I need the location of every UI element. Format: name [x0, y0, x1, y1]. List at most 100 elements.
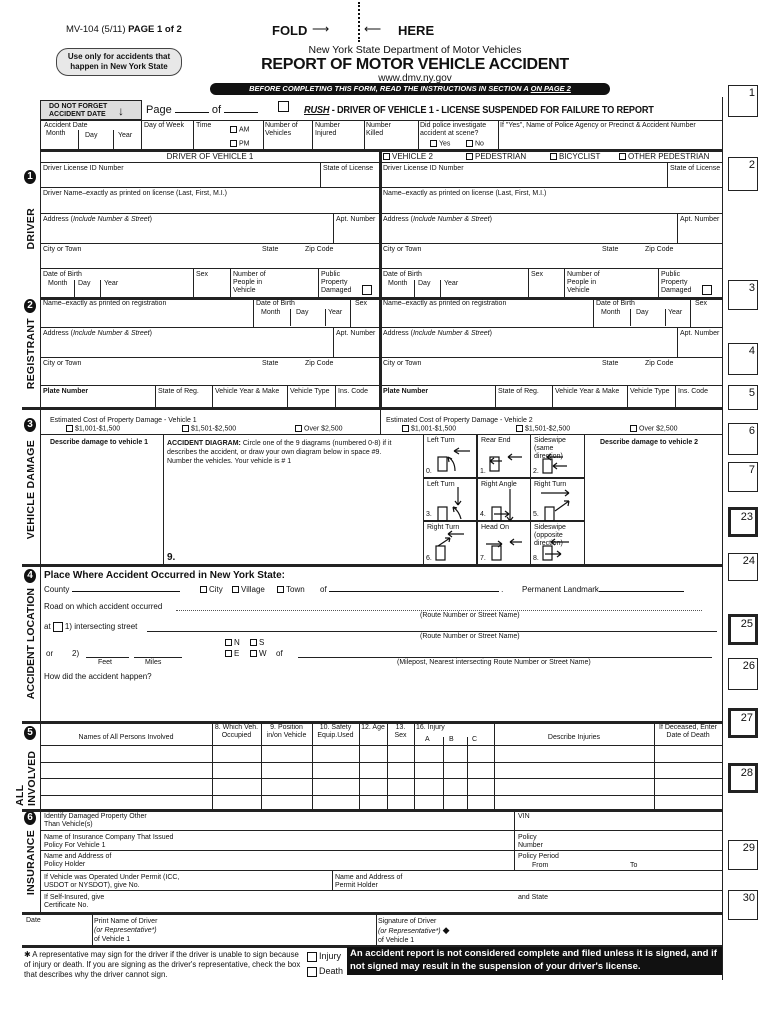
v2-divider	[593, 297, 594, 327]
diagram-0[interactable]: Left Turn 0.	[423, 434, 477, 478]
intersecting-street-checkbox[interactable]: at 1) intersecting street	[44, 622, 138, 632]
diagram-label: Right Turn	[534, 481, 567, 488]
table-column-line	[359, 722, 360, 809]
diagram-8[interactable]: Sideswipe (opposite direction) 8.	[530, 521, 585, 565]
pm-checkbox[interactable]: PM	[230, 140, 250, 148]
policy-from-field[interactable]: From	[532, 862, 549, 869]
field-box-30[interactable]: 30	[728, 890, 758, 920]
miles-field[interactable]	[134, 657, 182, 658]
diagram-7[interactable]: Head On 7.	[477, 521, 531, 565]
milepost-field[interactable]	[298, 657, 712, 658]
pedestrian-checkbox[interactable]: PEDESTRIAN	[466, 153, 526, 161]
field-box-4[interactable]: 4	[728, 343, 758, 375]
diagram-2[interactable]: Sideswipe (same direction) 2.	[530, 434, 585, 478]
other-pedestrian-checkbox[interactable]: OTHER PEDESTRIAN	[619, 153, 709, 161]
town-of-field[interactable]: of .	[320, 585, 504, 594]
cost-v2-option-2[interactable]: $1,501-$2,500	[516, 425, 570, 433]
v1-public-property-checkbox[interactable]	[362, 285, 372, 295]
east-checkbox[interactable]: E	[225, 649, 239, 658]
v1-state-license-label: State of License	[323, 165, 374, 172]
field-box-28[interactable]: 28	[728, 763, 758, 793]
route-hint-1: (Route Number or Street Name)	[420, 612, 520, 619]
diagram-6[interactable]: Right Turn 6.	[423, 521, 477, 565]
v1-reg-sex-label: Sex	[355, 300, 368, 307]
v2-public-property-checkbox[interactable]	[702, 285, 712, 295]
field-box-27[interactable]: 27	[728, 708, 758, 738]
cost-v2-option-3[interactable]: Over $2,500	[630, 425, 678, 433]
v1-row-line	[40, 385, 382, 386]
am-checkbox[interactable]: AM	[230, 126, 250, 134]
table-row[interactable]	[40, 745, 722, 746]
day-label: Day	[85, 132, 98, 139]
diagram-1[interactable]: Rear End 1.	[477, 434, 531, 478]
collision-diagram-icon	[535, 483, 581, 523]
cost-v1-option-1[interactable]: $1,001-$1,500	[66, 425, 120, 433]
intersecting-street-field[interactable]	[147, 631, 717, 632]
field-box-7[interactable]: 7	[728, 462, 758, 492]
diagram-3[interactable]: Left Turn 3.	[423, 478, 477, 522]
feet-field[interactable]	[86, 657, 129, 658]
police-no-checkbox[interactable]: No	[466, 140, 484, 148]
how-accident-happened[interactable]: How did the accident happen?	[44, 672, 152, 681]
table-row[interactable]	[40, 795, 722, 796]
diagram-4[interactable]: Right Angle 4.	[477, 478, 531, 522]
bicyclist-checkbox[interactable]: BICYCLIST	[550, 153, 600, 161]
field-box-29[interactable]: 29	[728, 840, 758, 870]
field-box-23[interactable]: 23	[728, 507, 758, 537]
describe-damage-v2[interactable]: Describe damage to vehicle 2	[600, 439, 699, 446]
field-box-1[interactable]: 1	[728, 85, 758, 117]
south-checkbox[interactable]: S	[250, 638, 264, 647]
cost-v2-option-1[interactable]: $1,001-$1,500	[402, 425, 456, 433]
field-box-25[interactable]: 25	[728, 614, 758, 645]
rush-checkbox[interactable]	[278, 101, 289, 112]
police-yes-checkbox[interactable]: Yes	[430, 140, 450, 148]
cost-v1-option-3[interactable]: Over $2,500	[295, 425, 343, 433]
city-checkbox[interactable]: City	[200, 585, 223, 594]
print-name-field[interactable]: Print Name of Driver (or Representative*)…	[94, 918, 158, 943]
side-label-insurance: INSURANCE	[25, 830, 37, 896]
policy-to-field[interactable]: To	[630, 862, 638, 869]
vehicle-2-checkbox[interactable]: VEHICLE 2	[383, 153, 433, 161]
north-checkbox[interactable]: N	[225, 638, 240, 647]
landmark-field[interactable]: Permanent Landmark	[522, 585, 684, 594]
road-field[interactable]	[176, 610, 702, 611]
space-9-label: 9.	[167, 552, 176, 563]
column-header: 9. Position in/on Vehicle	[266, 724, 307, 739]
injury-checkbox[interactable]: Injury	[307, 951, 341, 962]
field-box-2[interactable]: 2	[728, 157, 758, 191]
v1-divider	[193, 268, 194, 297]
table-row[interactable]	[40, 762, 722, 763]
v2-row-line	[380, 297, 722, 300]
v2-plate-label: Plate Number	[383, 388, 429, 395]
field-box-5[interactable]: 5	[728, 385, 758, 410]
agency-name: New York State Department of Motor Vehic…	[308, 44, 522, 56]
page-number-field[interactable]: Page of	[146, 104, 259, 116]
describe-damage-v1[interactable]: Describe damage to vehicle 1	[50, 439, 149, 446]
field-box-24[interactable]: 24	[728, 553, 758, 581]
v2-divider	[528, 268, 529, 297]
v2-divider	[627, 385, 628, 408]
death-checkbox[interactable]: Death	[307, 966, 343, 977]
county-field[interactable]: County	[44, 585, 180, 594]
num-vehicles-label: Number of Vehicles	[265, 122, 298, 137]
fold-arrow-icon: ⟶	[312, 22, 330, 36]
field-box-26[interactable]: 26	[728, 658, 758, 690]
table-row[interactable]	[40, 778, 722, 779]
diagram-5[interactable]: Right Turn 5.	[530, 478, 585, 523]
v1-divider	[230, 268, 231, 297]
table-column-line	[494, 722, 495, 809]
distance-option-label: 2)	[72, 649, 80, 658]
diagram-label: Right Turn	[427, 524, 460, 531]
diagram-label: Left Turn	[427, 437, 455, 444]
town-checkbox[interactable]: Town	[277, 585, 305, 594]
v2-divider	[690, 297, 691, 327]
v2-name-label: Name–exactly as printed on license (Last…	[383, 190, 547, 197]
village-checkbox[interactable]: Village	[232, 585, 265, 594]
west-checkbox[interactable]: W	[250, 649, 267, 658]
field-box-6[interactable]: 6	[728, 423, 758, 455]
date-field[interactable]: Date	[26, 917, 41, 924]
signature-field[interactable]: Signature of Driver (or Representative*) …	[378, 918, 450, 944]
cost-v1-option-2[interactable]: $1,501-$2,500	[182, 425, 236, 433]
v2-address-label: Address (Include Number & Street)	[383, 216, 492, 223]
field-box-3[interactable]: 3	[728, 280, 758, 310]
